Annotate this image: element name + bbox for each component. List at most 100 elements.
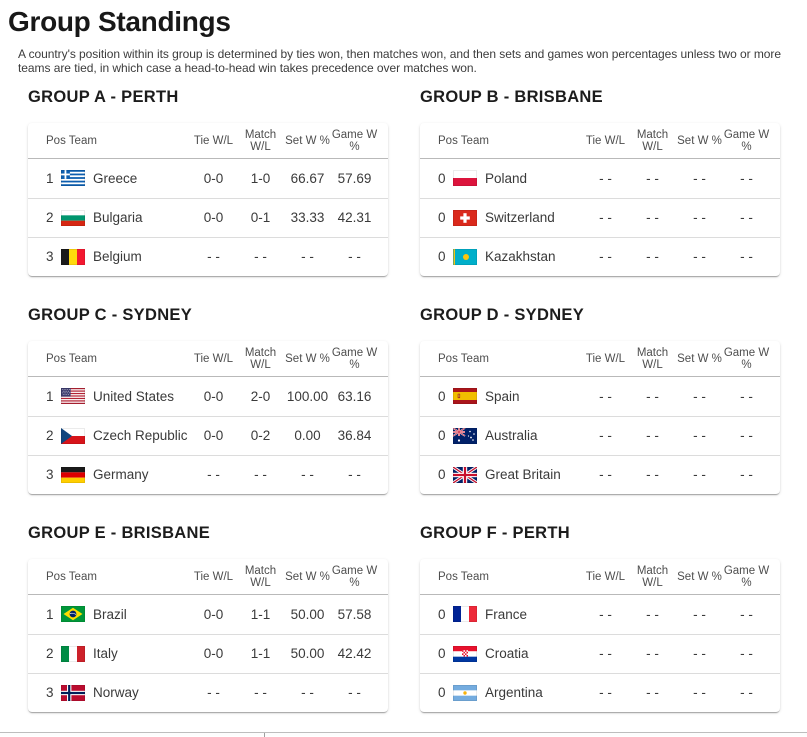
position-cell: 1 — [46, 170, 54, 186]
column-header-set-w: Set W % — [285, 135, 330, 148]
group-heading-d: GROUP D - SYDNEY — [420, 305, 585, 324]
column-header-tie-wl: Tie W/L — [193, 571, 234, 584]
tie-wl-cell: 0-0 — [203, 170, 224, 186]
position-cell: 0 — [438, 646, 446, 662]
tie-wl-cell: - - — [599, 210, 612, 226]
column-header-set-w: Set W % — [285, 571, 330, 584]
group-section-a: GROUP A - PERTH Pos Team Tie W/L Match W/L S… — [28, 58, 388, 276]
tie-wl-cell: 0-0 — [203, 646, 224, 662]
match-wl-cell: - - — [646, 606, 659, 622]
tie-wl-cell: - - — [599, 388, 612, 404]
group-card-b: Pos Team Tie W/L Match W/L Set W % Game W % 0… — [420, 122, 780, 276]
set-w-cell: 66.67 — [290, 170, 325, 186]
position-cell: 3 — [46, 685, 54, 701]
group-section-e: GROUP E - BRISBANE Pos Team Tie W/L Match W… — [28, 494, 388, 712]
group-section-c: GROUP C - SYDNEY Pos Team Tie W/L Match W/L… — [28, 276, 388, 494]
page-description: A country's position within its group is… — [18, 47, 781, 76]
team-name: Argentina — [485, 685, 543, 701]
tie-wl-cell: - - — [599, 170, 612, 186]
flag-australia-icon — [453, 427, 477, 444]
group-card-e: Pos Team Tie W/L Match W/L Set W % Game W % 1… — [28, 558, 388, 712]
set-w-cell: - - — [693, 249, 706, 265]
set-w-cell: 50.00 — [290, 646, 325, 662]
tie-wl-cell: - - — [599, 606, 612, 622]
tie-wl-cell: - - — [599, 249, 612, 265]
set-w-cell: - - — [693, 467, 706, 483]
position-cell: 2 — [46, 210, 54, 226]
table-header-row: Pos Team Tie W/L Match W/L Set W % Game W % — [420, 341, 780, 377]
table-row: 3 Germany - - - - - - - - — [28, 454, 388, 494]
match-wl-cell: - - — [646, 388, 659, 404]
table-row: 2 Bulgaria 0-0 0-1 33.33 42.31 — [28, 197, 388, 237]
match-wl-cell: - - — [646, 249, 659, 265]
column-header-game-w: Game W % — [723, 564, 770, 590]
tie-wl-cell: - - — [599, 646, 612, 662]
table-header-row: Pos Team Tie W/L Match W/L Set W % Game W % — [28, 123, 388, 159]
team-name: Poland — [485, 170, 528, 186]
match-wl-cell: 0-1 — [250, 210, 271, 226]
match-wl-cell: 2-0 — [250, 388, 271, 404]
set-w-cell: - - — [693, 210, 706, 226]
table-row: 0 Kazakhstan - - - - - - - - — [420, 236, 780, 276]
flag-bulgaria-icon — [61, 209, 85, 226]
table-header-row: Pos Team Tie W/L Match W/L Set W % Game W % — [28, 341, 388, 377]
column-header-tie-wl: Tie W/L — [585, 135, 626, 148]
tie-wl-cell: 0-0 — [203, 428, 224, 444]
column-header-tie-wl: Tie W/L — [193, 135, 234, 148]
team-name: France — [485, 606, 528, 622]
team-name: Greece — [93, 170, 138, 186]
position-cell: 1 — [46, 606, 54, 622]
group-section-b: GROUP B - BRISBANE Pos Team Tie W/L Match W… — [420, 58, 780, 276]
column-header-set-w: Set W % — [677, 571, 722, 584]
flag-switzerland-icon — [453, 209, 477, 226]
game-w-cell: 42.42 — [337, 646, 372, 662]
position-cell: 0 — [438, 249, 446, 265]
column-header-pos-team: Pos Team — [46, 135, 97, 148]
game-w-cell: - - — [740, 170, 753, 186]
tie-wl-cell: - - — [207, 685, 220, 701]
group-heading-a: GROUP A - PERTH — [28, 87, 179, 106]
table-row: 1 Brazil 0-0 1-1 50.00 57.58 — [28, 595, 388, 634]
table-header-row: Pos Team Tie W/L Match W/L Set W % Game W % — [420, 123, 780, 159]
position-cell: 0 — [438, 606, 446, 622]
team-name: Bulgaria — [93, 210, 143, 226]
match-wl-cell: - - — [254, 467, 267, 483]
match-wl-cell: - - — [646, 467, 659, 483]
game-w-cell: 36.84 — [337, 428, 372, 444]
table-row: 0 Spain - - - - - - - - — [420, 377, 780, 416]
set-w-cell: - - — [693, 685, 706, 701]
table-row: 2 Italy 0-0 1-1 50.00 42.42 — [28, 633, 388, 673]
column-header-match-wl: Match W/L — [636, 564, 669, 590]
flag-brazil-icon — [61, 606, 85, 623]
column-header-match-wl: Match W/L — [244, 346, 277, 372]
game-w-cell: - - — [348, 467, 361, 483]
set-w-cell: 33.33 — [290, 210, 325, 226]
game-w-cell: 57.69 — [337, 170, 372, 186]
column-header-set-w: Set W % — [285, 353, 330, 366]
flag-spain-icon — [453, 388, 477, 405]
tie-wl-cell: 0-0 — [203, 606, 224, 622]
match-wl-cell: - - — [646, 210, 659, 226]
set-w-cell: 0.00 — [294, 428, 321, 444]
match-wl-cell: 1-1 — [250, 606, 271, 622]
position-cell: 2 — [46, 646, 54, 662]
table-row: 0 France - - - - - - - - — [420, 595, 780, 634]
position-cell: 0 — [438, 210, 446, 226]
match-wl-cell: - - — [254, 685, 267, 701]
bottom-divider-tick — [264, 733, 265, 737]
game-w-cell: - - — [348, 685, 361, 701]
column-header-game-w: Game W % — [331, 346, 378, 372]
set-w-cell: 100.00 — [286, 388, 329, 404]
team-name: Croatia — [485, 646, 529, 662]
column-header-tie-wl: Tie W/L — [585, 353, 626, 366]
table-row: 3 Belgium - - - - - - - - — [28, 236, 388, 276]
column-header-tie-wl: Tie W/L — [585, 571, 626, 584]
set-w-cell: - - — [301, 467, 314, 483]
game-w-cell: - - — [348, 249, 361, 265]
team-name: Switzerland — [485, 210, 555, 226]
column-header-match-wl: Match W/L — [636, 128, 669, 154]
flag-greece-icon — [61, 170, 85, 187]
match-wl-cell: - - — [254, 249, 267, 265]
team-name: Australia — [485, 428, 538, 444]
tie-wl-cell: - - — [207, 249, 220, 265]
